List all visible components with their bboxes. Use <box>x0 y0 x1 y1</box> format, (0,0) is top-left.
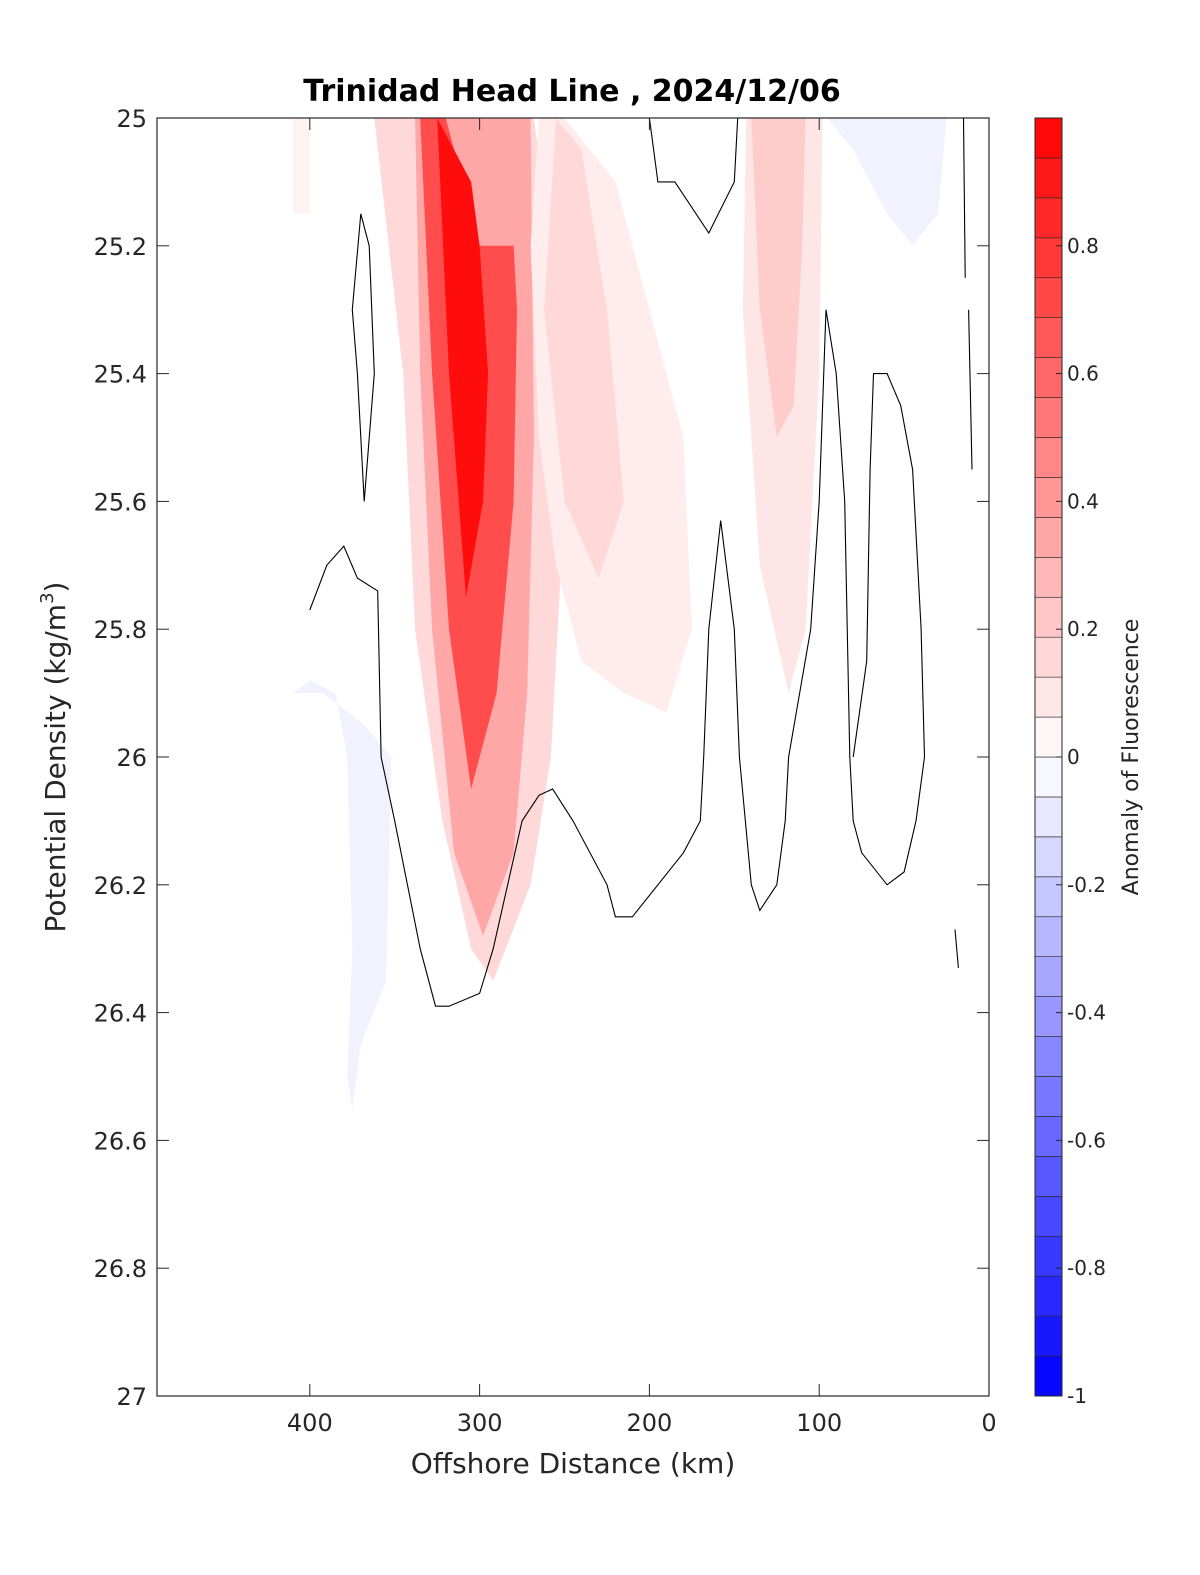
colorbar-tick-label: 0.8 <box>1067 234 1099 258</box>
colorbar-segment <box>1034 1116 1063 1157</box>
y-axis-label-main: Potential Density (kg/m <box>39 604 72 933</box>
zero-contour-line <box>962 118 966 278</box>
colorbar-segment <box>1034 916 1063 957</box>
colorbar-tick-label: -1 <box>1067 1384 1087 1408</box>
y-tick-label: 26 <box>116 744 147 772</box>
y-tick-label: 25.6 <box>94 488 147 516</box>
colorbar-tick-label: 0 <box>1067 745 1080 769</box>
y-axis-label: Potential Density (kg/m3) <box>37 582 72 933</box>
colorbar-segment <box>1034 996 1063 1037</box>
anomaly-region-negative_nearshore <box>827 118 947 246</box>
colorbar-segment <box>1034 237 1063 279</box>
colorbar-segment <box>1034 716 1063 758</box>
plot-area: 400 300 200 100 0 25 25.2 25.4 25.6 25.8 26 26.2 26… <box>94 105 997 1437</box>
colorbar-segment <box>1034 397 1063 438</box>
x-axis-label: Offshore Distance (km) <box>411 1447 736 1480</box>
colorbar-segment <box>1034 517 1063 558</box>
colorbar-segment <box>1034 596 1063 638</box>
anomaly-region-patch_120km_inner <box>751 118 806 438</box>
colorbar-segment <box>1034 117 1063 159</box>
y-axis-label-suffix: ) <box>39 582 72 593</box>
colorbar-segment <box>1034 876 1063 918</box>
colorbar-segment <box>1034 1196 1063 1237</box>
colorbar-segment <box>1034 1235 1063 1277</box>
colorbar-segment <box>1034 1076 1063 1117</box>
anomaly-region-surface_patch_400km <box>292 118 310 214</box>
colorbar-segment <box>1034 557 1063 598</box>
zero-contour-line <box>968 309 973 470</box>
colorbar-segment <box>1034 317 1063 358</box>
y-tick-label: 25.8 <box>94 616 147 644</box>
colorbar-segment <box>1034 836 1063 878</box>
colorbar-tick-label: -0.8 <box>1067 1256 1106 1280</box>
colorbar-segment <box>1034 1315 1063 1357</box>
colorbar-tick-label: 0.6 <box>1067 362 1099 386</box>
colorbar-segment <box>1034 477 1063 518</box>
zero-contour-line <box>351 213 375 502</box>
colorbar-segment <box>1034 437 1063 478</box>
zero-contour-line <box>648 118 739 235</box>
colorbar-tick-label: -0.2 <box>1067 873 1106 897</box>
colorbar-tick-label: 0.2 <box>1067 617 1099 641</box>
zero-contour-line <box>954 929 959 968</box>
x-tick-label: 0 <box>981 1409 996 1437</box>
colorbar-segment <box>1034 1275 1063 1317</box>
zero-contour-line <box>309 309 926 1007</box>
y-tick-label: 27 <box>116 1383 147 1411</box>
y-tick-label: 26.4 <box>94 1000 147 1028</box>
y-tick-label: 25.4 <box>94 361 147 389</box>
y-tick-label: 25 <box>116 105 147 133</box>
colorbar-segment <box>1034 636 1063 678</box>
colorbar-segment <box>1034 1156 1063 1197</box>
colorbar-segment <box>1034 1036 1063 1077</box>
y-tick-label: 25.2 <box>94 233 147 261</box>
colorbar: 0.8 0.6 0.4 0.2 0 -0.2 -0.4 -0.6 -0.8 -1 <box>1034 117 1106 1408</box>
colorbar-segment <box>1034 1355 1063 1397</box>
y-tick-label: 26.6 <box>94 1127 147 1155</box>
colorbar-tick-label: -0.6 <box>1067 1128 1106 1152</box>
x-tick-label: 100 <box>796 1409 842 1437</box>
colorbar-segment <box>1034 676 1063 718</box>
colorbar-segment <box>1034 157 1063 199</box>
x-tick-label: 300 <box>457 1409 503 1437</box>
anomaly-region-negative_offshore <box>292 680 392 1109</box>
x-tick-label: 200 <box>627 1409 673 1437</box>
colorbar-label: Anomaly of Fluorescence <box>1119 619 1144 896</box>
x-tick-label: 400 <box>287 1409 333 1437</box>
y-axis-label-superscript: 3 <box>37 592 58 603</box>
colorbar-segment <box>1034 756 1063 798</box>
colorbar-segment <box>1034 796 1063 838</box>
chart-title: Trinidad Head Line , 2024/12/06 <box>303 74 840 109</box>
colorbar-tick-label: 0.4 <box>1067 489 1099 513</box>
anomaly-region-core_bloom_max <box>437 118 489 598</box>
anomaly-region-shelf_patch_inner <box>544 118 624 579</box>
colorbar-segment <box>1034 956 1063 997</box>
colorbar-segment <box>1034 277 1063 318</box>
y-tick-label: 26.8 <box>94 1255 147 1283</box>
colorbar-tick-label: -0.4 <box>1067 1001 1106 1025</box>
colorbar-segment <box>1034 357 1063 398</box>
y-tick-label: 26.2 <box>94 872 147 900</box>
colorbar-segment <box>1034 197 1063 239</box>
